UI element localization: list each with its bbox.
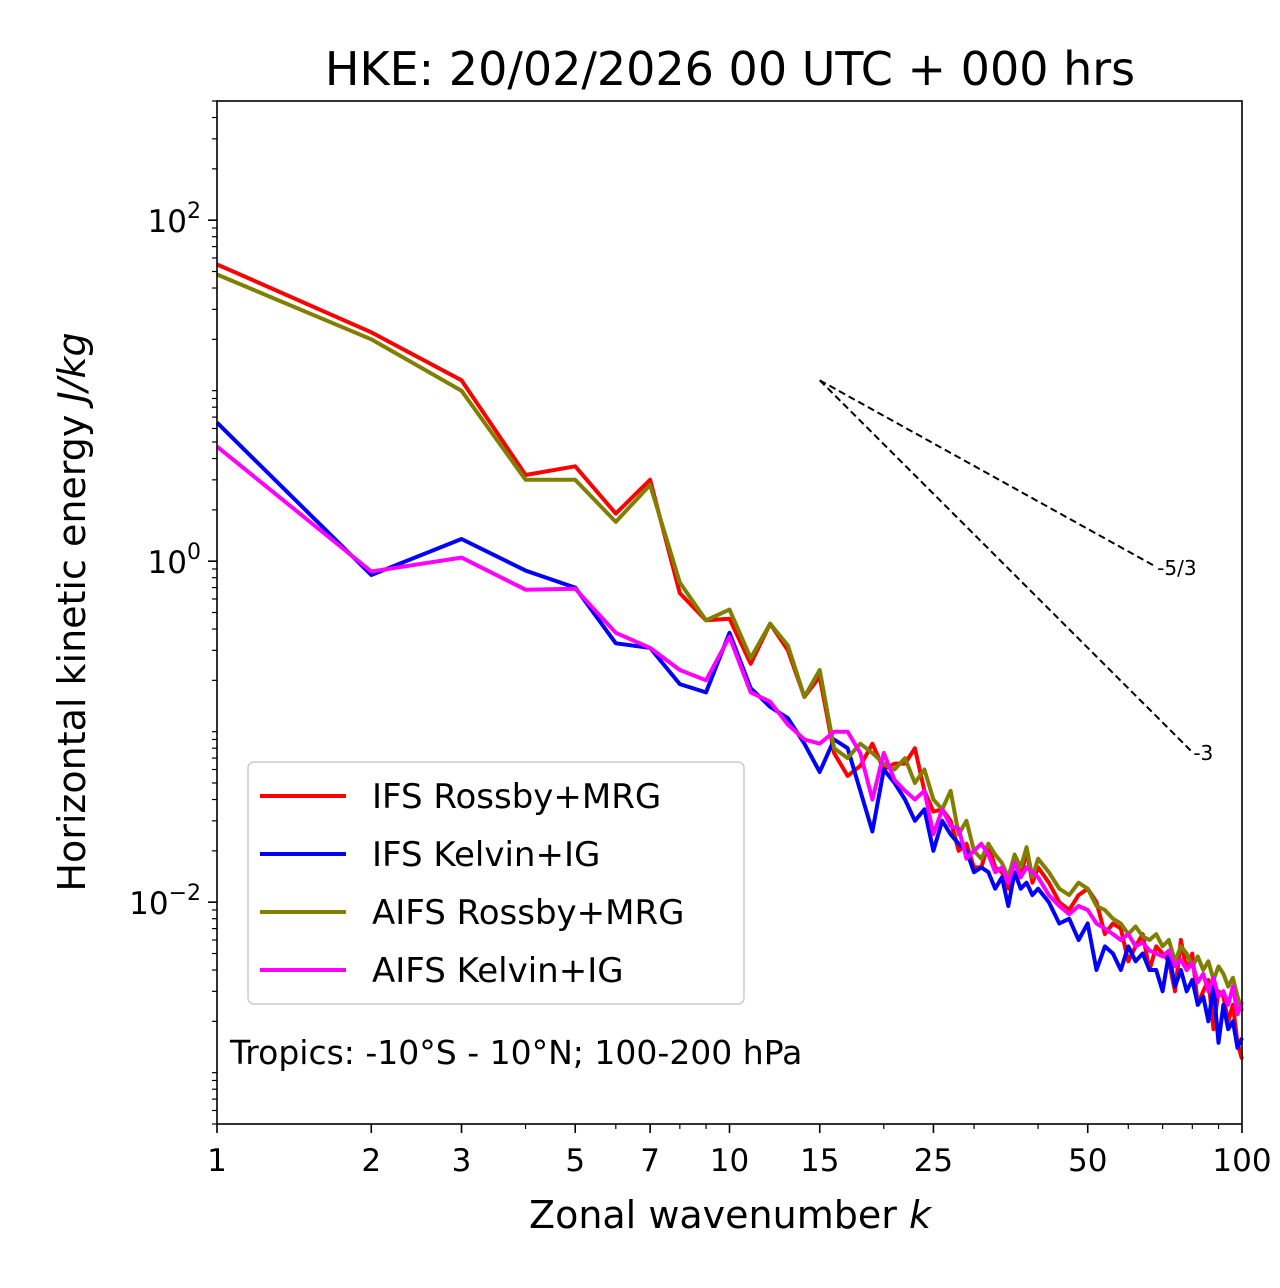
x-axis-label: Zonal wavenumber k (529, 1193, 933, 1237)
x-tick-label: 100 (1212, 1143, 1271, 1179)
plot-frame (216, 100, 1243, 1125)
legend-label-ifs-kelvin-ig: IFS Kelvin+IG (372, 835, 600, 875)
y-tick-label: 102 (148, 199, 201, 240)
y-tick-exponent: 0 (187, 540, 201, 565)
region-annotation: Tropics: -10°S - 10°N; 100-200 hPa (229, 1033, 802, 1072)
x-tick-label: 5 (565, 1143, 585, 1179)
legend-label-aifs-kelvin-ig: AIFS Kelvin+IG (372, 951, 624, 991)
legend-label-aifs-rossby-mrg: AIFS Rossby+MRG (372, 893, 684, 933)
minor-ticks (212, 100, 1220, 1129)
y-tick-base: 10 (129, 886, 168, 922)
x-tick-labels: 1 2 3 5 7 10 15 25 50 100 (207, 1143, 1271, 1179)
x-axis-label-text: Zonal wavenumber (529, 1193, 897, 1237)
series-line-aifs-rossby-mrg (216, 272, 1244, 1012)
y-axis-label-unit: J/kg (50, 332, 94, 409)
x-tick-label: 2 (361, 1143, 381, 1179)
x-axis-label-var: k (909, 1193, 933, 1237)
series-line-aifs-kelvin-ig (215, 445, 1244, 1017)
reference-line-label: -5/3 (1157, 556, 1196, 580)
reference-line-label: -3 (1193, 741, 1213, 765)
y-tick-exponent: 2 (187, 199, 201, 224)
y-tick-base: 10 (148, 204, 187, 240)
x-tick-label: 1 (207, 1143, 227, 1179)
x-tick-label: 7 (640, 1143, 660, 1179)
y-tick-exponent: −2 (169, 881, 201, 906)
x-tick-label: 15 (800, 1143, 839, 1179)
x-tick-label: 25 (914, 1143, 953, 1179)
x-tick-label: 10 (710, 1143, 749, 1179)
major-ticks (208, 219, 1243, 1133)
reference-line-minus-5-3 (819, 379, 1157, 568)
legend-box (247, 761, 745, 1005)
reference-slope-lines: -5/3 -3 (819, 379, 1213, 765)
y-axis-label-text: Horizontal kinetic energy (50, 415, 94, 892)
x-tick-label: 50 (1068, 1143, 1107, 1179)
legend: IFS Rossby+MRG IFS Kelvin+IG AIFS Rossby+M… (247, 761, 745, 1005)
legend-label-ifs-rossby-mrg: IFS Rossby+MRG (372, 777, 661, 817)
chart-title: HKE: 20/02/2026 00 UTC + 000 hrs (325, 42, 1135, 96)
y-tick-label: 100 (148, 540, 201, 581)
y-axis-label: Horizontal kinetic energy J/kg (50, 332, 94, 891)
data-series (215, 262, 1244, 1060)
y-tick-label: 10−2 (129, 881, 201, 922)
y-tick-base: 10 (148, 545, 187, 581)
x-tick-label: 3 (452, 1143, 472, 1179)
